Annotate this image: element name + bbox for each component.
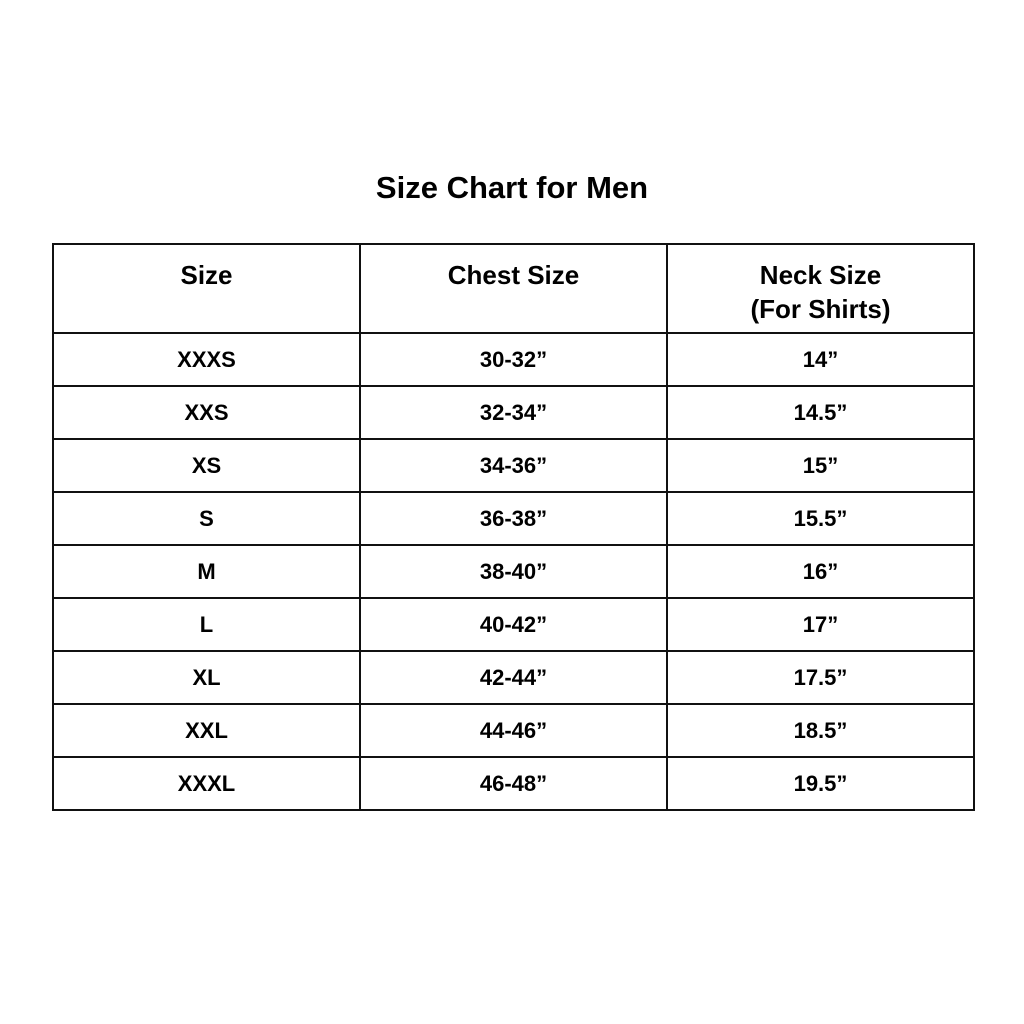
header-neck-label: Neck Size xyxy=(759,260,882,290)
cell-chest-size: 40-42” xyxy=(359,597,668,652)
cell-neck-size: 15” xyxy=(666,438,975,493)
header-size: Size xyxy=(52,243,361,334)
page-title: Size Chart for Men xyxy=(375,170,649,205)
cell-neck-size: 17” xyxy=(666,597,975,652)
cell-neck-size: 17.5” xyxy=(666,650,975,705)
cell-size: XXXL xyxy=(52,756,361,811)
cell-chest-size: 42-44” xyxy=(359,650,668,705)
table-row: XXXL 46-48” 19.5” xyxy=(52,756,975,811)
table-row: S 36-38” 15.5” xyxy=(52,491,975,546)
table-row: M 38-40” 16” xyxy=(52,544,975,599)
header-neck-sublabel: (For Shirts) xyxy=(750,294,891,324)
header-chest-label: Chest Size xyxy=(447,260,580,290)
cell-neck-size: 16” xyxy=(666,544,975,599)
size-table: Size Chest Size Neck Size (For Shirts) XX… xyxy=(52,243,975,811)
cell-size: XL xyxy=(52,650,361,705)
table-row: L 40-42” 17” xyxy=(52,597,975,652)
table-row: XXS 32-34” 14.5” xyxy=(52,385,975,440)
cell-chest-size: 34-36” xyxy=(359,438,668,493)
header-neck-size: Neck Size (For Shirts) xyxy=(666,243,975,334)
cell-size: XXXS xyxy=(52,332,361,387)
cell-neck-size: 14” xyxy=(666,332,975,387)
cell-neck-size: 14.5” xyxy=(666,385,975,440)
cell-neck-size: 18.5” xyxy=(666,703,975,758)
cell-size: M xyxy=(52,544,361,599)
cell-size: S xyxy=(52,491,361,546)
cell-neck-size: 15.5” xyxy=(666,491,975,546)
cell-chest-size: 46-48” xyxy=(359,756,668,811)
cell-neck-size: 19.5” xyxy=(666,756,975,811)
cell-chest-size: 44-46” xyxy=(359,703,668,758)
cell-chest-size: 32-34” xyxy=(359,385,668,440)
table-row: XXL 44-46” 18.5” xyxy=(52,703,975,758)
cell-size: L xyxy=(52,597,361,652)
table-row: XL 42-44” 17.5” xyxy=(52,650,975,705)
table-row: XXXS 30-32” 14” xyxy=(52,332,975,387)
header-row: Size Chest Size Neck Size (For Shirts) xyxy=(52,243,975,334)
cell-size: XXS xyxy=(52,385,361,440)
cell-chest-size: 38-40” xyxy=(359,544,668,599)
table-row: XS 34-36” 15” xyxy=(52,438,975,493)
cell-chest-size: 36-38” xyxy=(359,491,668,546)
cell-size: XS xyxy=(52,438,361,493)
header-chest-size: Chest Size xyxy=(359,243,668,334)
cell-chest-size: 30-32” xyxy=(359,332,668,387)
cell-size: XXL xyxy=(52,703,361,758)
header-size-label: Size xyxy=(180,260,233,290)
